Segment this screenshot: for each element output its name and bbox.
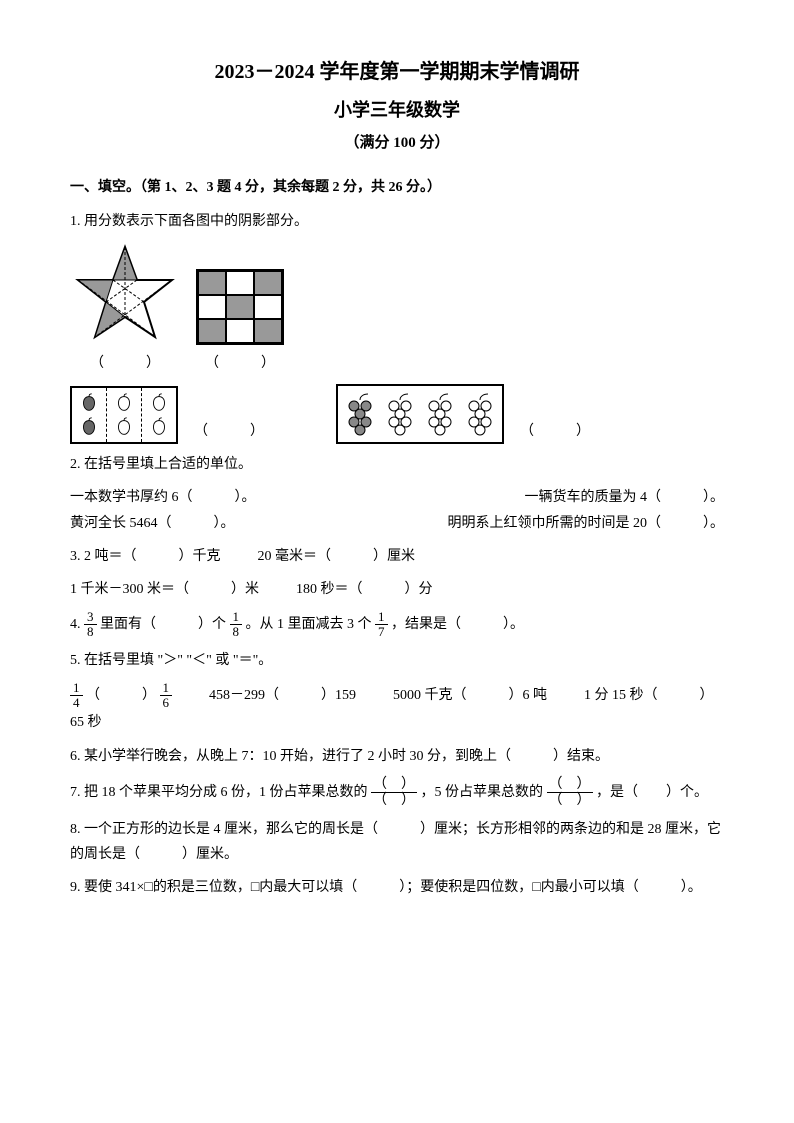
fraction-blank: （ ）（ ） (547, 777, 593, 809)
q2b-left: 黄河全长 5464（ ）。 (70, 511, 235, 536)
question-6: 6. 某小学举行晚会，从晚上 7：10 开始，进行了 2 小时 30 分，到晚上… (70, 744, 724, 769)
question-1: 1. 用分数表示下面各图中的阴影部分。 (70, 209, 724, 234)
apple-figure (70, 386, 178, 444)
q2a-left: 一本数学书厚约 6（ ）。 (70, 485, 256, 510)
q3c: 1 千米－300 米＝（ ）米 (70, 582, 259, 597)
q7-text: ，5 份占苹果总数的 (421, 785, 544, 800)
fraction-1-4: 14 (70, 681, 83, 711)
question-5: 5. 在括号里填 "＞" "＜" 或 "＝"。 (70, 648, 724, 673)
fraction-1-7: 17 (375, 610, 388, 640)
q4-text: 。从 1 里面减去 3 个 (246, 617, 376, 632)
q4-text: 里面有（ ）个 (100, 617, 230, 632)
question-3-row-1: 3. 2 吨＝（ ）千克 20 毫米＝（ ）厘米 (70, 544, 724, 569)
star-figure: （ ） (70, 242, 180, 376)
question-3-row-2: 1 千米－300 米＝（ ）米 180 秒＝（ ）分 (70, 577, 724, 602)
grid-figure: （ ） (196, 269, 284, 376)
q2-row-b: 黄河全长 5464（ ）。 明明系上红领巾所需的时间是 20（ ）。 (70, 511, 724, 536)
question-7: 7. 把 18 个苹果平均分成 6 份，1 份占苹果总数的 （ ）（ ） ，5 … (70, 777, 724, 809)
q3a: 3. 2 吨＝（ ）千克 (70, 549, 221, 564)
q5c: 5000 千克（ ）6 吨 (393, 688, 547, 703)
main-title: 2023－2024 学年度第一学期期末学情调研 (70, 54, 724, 90)
score-title: （满分 100 分） (70, 130, 724, 157)
answer-paren: （ ） (520, 419, 590, 444)
q7-text: 7. 把 18 个苹果平均分成 6 份，1 份占苹果总数的 (70, 785, 368, 800)
compare-paren: （ ） (86, 688, 156, 703)
fraction-blank: （ ）（ ） (371, 777, 417, 809)
q7-text: ，是（ ）个。 (596, 785, 708, 800)
question-4: 4. 38 里面有（ ）个 18 。从 1 里面减去 3 个 17 ，结果是（ … (70, 610, 724, 640)
answer-paren: （ ） (70, 351, 180, 376)
section-1-heading: 一、填空。（第 1、2、3 题 4 分，其余每题 2 分，共 26 分。） (70, 175, 724, 200)
q4-text: ，结果是（ ）。 (391, 617, 524, 632)
q1-figures-row-1: （ ） （ ） (70, 242, 724, 376)
q3b: 20 毫米＝（ ）厘米 (258, 549, 416, 564)
grape-figure (336, 384, 504, 444)
q4-prefix: 4. (70, 617, 84, 632)
question-9: 9. 要使 341×□的积是三位数，□内最大可以填（ ）；要使积是四位数，□内最… (70, 875, 724, 900)
question-5-items: 14 （ ） 16 458－299（ ）159 5000 千克（ ）6 吨 1 … (70, 681, 724, 736)
q5b: 458－299（ ）159 (209, 688, 356, 703)
sub-title: 小学三年级数学 (70, 94, 724, 126)
fraction-3-8: 38 (84, 610, 97, 640)
q2a-right: 一辆货车的质量为 4（ ）。 (525, 485, 725, 510)
q2b-right: 明明系上红领巾所需的时间是 20（ ）。 (448, 511, 725, 536)
q1-figures-row-2: （ ） （ ） (70, 384, 724, 444)
answer-paren: （ ） (196, 351, 284, 376)
q3d: 180 秒＝（ ）分 (296, 582, 433, 597)
answer-paren: （ ） (194, 419, 264, 444)
question-2: 2. 在括号里填上合适的单位。 (70, 452, 724, 477)
fraction-1-6: 16 (160, 681, 173, 711)
fraction-1-8: 18 (230, 610, 243, 640)
question-8: 8. 一个正方形的边长是 4 厘米，那么它的周长是（ ）厘米；长方形相邻的两条边… (70, 817, 724, 867)
q2-row-a: 一本数学书厚约 6（ ）。 一辆货车的质量为 4（ ）。 (70, 485, 724, 510)
